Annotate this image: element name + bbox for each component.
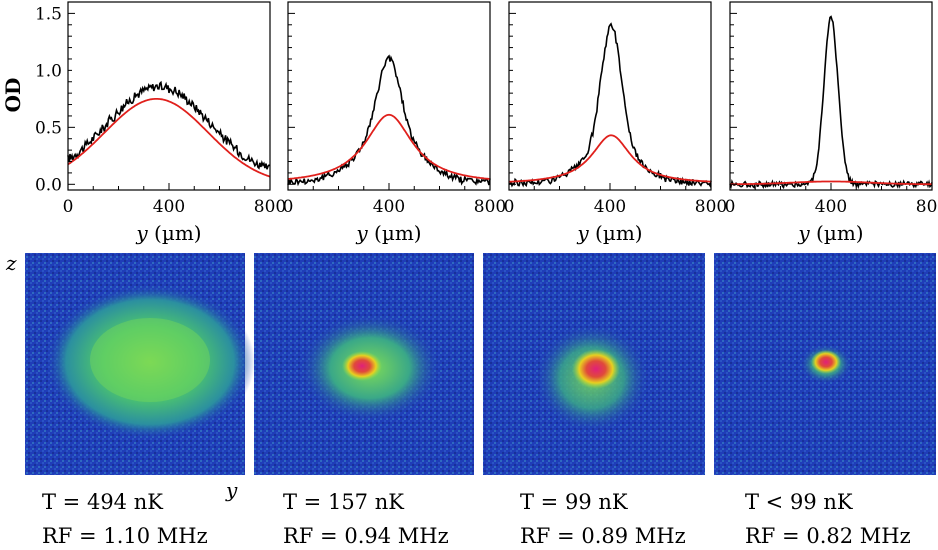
caption-temperature-2: T = 157 nK — [283, 490, 404, 514]
caption-rf-4: RF = 0.82 MHz — [745, 524, 911, 548]
x-axis-label: y (µm) — [576, 221, 642, 245]
x-axis-label: y (µm) — [355, 221, 421, 245]
x-tick-label: 0 — [725, 197, 736, 217]
absorption-image-1 — [25, 253, 255, 475]
x-tick-label: 0 — [504, 197, 515, 217]
x-tick-label: 800 — [474, 197, 506, 217]
y-tick-label: 0.0 — [35, 175, 62, 195]
absorption-image-4 — [714, 253, 936, 475]
absorption-image-2 — [254, 253, 474, 475]
image-y-axis-label: y — [225, 478, 238, 502]
x-tick-label: 400 — [815, 197, 847, 217]
x-axis-label: y (µm) — [135, 221, 201, 245]
od-data-series-2 — [287, 54, 491, 187]
x-tick-label: 0 — [63, 197, 74, 217]
y-tick-label: 0.5 — [35, 118, 62, 138]
y-tick-label: 1.5 — [35, 4, 62, 24]
od-profile-plot-2: 0 400 800 y (µm) — [283, 1, 506, 245]
caption-rf-1: RF = 1.10 MHz — [42, 524, 208, 548]
x-tick-label: 800 — [695, 197, 727, 217]
od-fit-series-2 — [287, 113, 491, 180]
plot-frame-3 — [508, 1, 712, 191]
x-tick-label: 400 — [153, 197, 185, 217]
plot-frame-4 — [729, 1, 933, 191]
od-fit-series-3 — [509, 134, 711, 183]
image-z-axis-label: z — [5, 251, 17, 275]
od-profile-plot-4: 0 400 800 y (µm) — [725, 1, 938, 245]
od-fit-series-1 — [67, 98, 271, 178]
od-profile-plot-1: 0 400 800 0.0 0.5 1.0 1.5 y (µm) — [35, 1, 286, 245]
x-tick-label: 800 — [254, 197, 286, 217]
x-tick-label: 400 — [594, 197, 626, 217]
x-tick-label: 400 — [373, 197, 405, 217]
caption-temperature-3: T = 99 nK — [520, 490, 628, 514]
caption-rf-3: RF = 0.89 MHz — [520, 524, 686, 548]
y-tick-label: 1.0 — [35, 61, 62, 81]
x-tick-label: 0 — [283, 197, 294, 217]
caption-temperature-1: T = 494 nK — [42, 490, 163, 514]
caption-temperature-4: T < 99 nK — [745, 490, 853, 514]
x-tick-label: 800 — [916, 197, 938, 217]
plot-frame-2 — [287, 1, 491, 191]
caption-rf-2: RF = 0.94 MHz — [283, 524, 449, 548]
od-fit-series-4 — [730, 180, 932, 186]
absorption-image-3 — [483, 253, 705, 475]
od-data-series-1 — [67, 80, 271, 170]
od-profile-plot-3: 0 400 800 y (µm) — [504, 1, 727, 245]
x-axis-label: y (µm) — [797, 221, 863, 245]
od-axis-label: OD — [1, 78, 25, 113]
od-data-series-4 — [729, 15, 933, 190]
od-data-series-3 — [508, 22, 712, 188]
